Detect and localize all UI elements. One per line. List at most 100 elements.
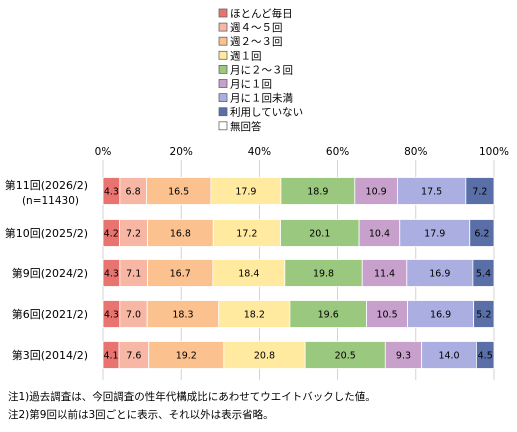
bar-seg-3-3 [218,300,291,328]
legend-label-0: ほとんど毎日 [230,7,293,20]
x-tick-label-0: 0% [95,146,112,158]
bar-seg-2-5 [361,259,408,287]
x-tick-label-4: 80% [404,146,427,158]
data-label-2-4: 19.8 [313,269,334,280]
bar-seg-0-6 [397,177,467,205]
data-label-4-4: 20.5 [335,351,356,362]
data-label-4-2: 19.2 [176,351,197,362]
data-label-4-6: 14.0 [438,351,459,362]
category-label-0: 第11回(2026/2) [5,178,88,192]
data-label-0-3: 17.9 [235,187,256,198]
bar-seg-1-2 [147,219,214,247]
data-label-3-7: 5.2 [476,310,491,321]
legend-swatch-1 [218,22,228,32]
data-label-1-2: 16.8 [170,229,191,240]
data-label-2-0: 4.3 [104,269,119,280]
bar-seg-0-2 [146,177,212,205]
legend-swatch-8 [218,121,228,131]
legend-label-7: 利用していない [230,107,303,119]
data-label-3-3: 18.2 [244,310,265,321]
category-sublabel-0: (n=11430) [22,195,79,207]
category-label-3: 第6回(2021/2) [12,307,88,321]
bar-seg-3-1 [119,300,148,328]
bar-seg-4-4 [304,341,386,369]
data-label-4-7: 4.5 [478,351,493,362]
data-label-0-5: 10.9 [366,187,387,198]
bar-seg-4-1 [118,341,150,369]
bar-seg-1-4 [280,219,360,247]
legend-swatch-3 [218,50,228,60]
note-2: 注2)第9回以前は3回ごとに表示、それ以外は表示省略。 [8,409,274,421]
data-label-1-6: 17.9 [424,229,445,240]
data-label-1-1: 7.2 [126,229,141,240]
bar-seg-0-4 [280,177,356,205]
data-label-2-6: 16.9 [429,269,450,280]
data-label-0-4: 18.9 [307,187,328,198]
category-label-4: 第3回(2014/2) [12,348,88,362]
legend-swatch-4 [218,65,228,74]
data-label-4-3: 20.8 [254,351,275,362]
bar-seg-1-6 [399,219,471,247]
data-label-3-6: 16.9 [430,310,451,321]
bar-seg-1-7 [469,219,495,247]
data-label-3-5: 10.5 [376,310,397,321]
bar-seg-4-3 [223,341,306,369]
data-label-1-7: 6.2 [474,229,489,240]
legend-label-4: 月に２～３回 [230,64,293,76]
bar-seg-1-3 [212,219,281,247]
bar-seg-0-5 [354,177,398,205]
data-label-0-6: 17.5 [421,187,442,198]
legend-swatch-6 [218,93,228,102]
data-label-2-5: 11.4 [374,269,395,280]
data-label-0-1: 6.8 [126,187,141,198]
bar-seg-4-5 [384,341,423,369]
data-label-2-7: 5.4 [476,269,491,280]
legend-swatch-5 [218,79,228,88]
bar-seg-4-7 [476,341,495,369]
legend-swatch-0 [218,8,228,18]
legend-label-2: 週２～３回 [230,36,283,48]
bar-seg-2-7 [472,259,495,287]
legend-label-3: 週１回 [230,50,262,62]
bar-seg-2-3 [212,259,286,287]
bar-seg-4-6 [421,341,477,369]
data-label-1-0: 4.2 [104,229,119,240]
category-label-2: 第9回(2024/2) [12,266,88,280]
legend-label-8: 無回答 [230,120,262,133]
data-label-3-1: 7.0 [126,310,141,321]
bar-seg-2-6 [406,259,474,287]
bar-seg-0-3 [210,177,282,205]
data-label-3-4: 19.6 [318,310,339,321]
data-label-0-0: 4.3 [104,187,119,198]
data-label-4-5: 9.3 [396,351,411,362]
data-label-3-0: 4.3 [104,310,119,321]
legend-label-1: 週４～５回 [230,22,283,34]
data-label-2-2: 16.7 [170,269,191,280]
bar-seg-3-6 [407,300,475,328]
x-tick-label-1: 20% [170,146,193,158]
data-label-1-4: 20.1 [309,229,330,240]
x-tick-label-5: 100% [479,146,509,158]
bar-seg-3-7 [473,300,495,328]
data-label-3-2: 18.3 [172,310,193,321]
legend-label-6: 月に１回未満 [230,93,293,105]
legend-swatch-2 [218,36,228,46]
data-label-4-0: 4.1 [103,351,118,362]
bar-seg-4-2 [148,341,225,369]
bar-seg-3-2 [146,300,220,328]
category-label-1: 第10回(2025/2) [5,226,88,240]
data-label-1-3: 17.2 [236,229,257,240]
bar-seg-0-7 [465,177,495,205]
data-label-0-2: 16.5 [168,187,189,198]
legend-label-5: 月に１回 [230,79,272,91]
data-label-1-5: 10.4 [369,229,390,240]
data-label-0-7: 7.2 [472,187,487,198]
legend-swatch-7 [218,107,228,117]
bar-seg-3-5 [366,300,408,328]
x-tick-label-3: 60% [326,146,349,158]
x-tick-label-2: 40% [248,146,271,158]
chart-svg: ほとんど毎日週４～５回週２～３回週１回月に２～３回月に１回月に１回未満利用してい… [5,7,509,380]
data-label-4-1: 7.6 [126,351,141,362]
bar-seg-2-4 [284,259,363,287]
data-label-2-1: 7.1 [126,269,141,280]
